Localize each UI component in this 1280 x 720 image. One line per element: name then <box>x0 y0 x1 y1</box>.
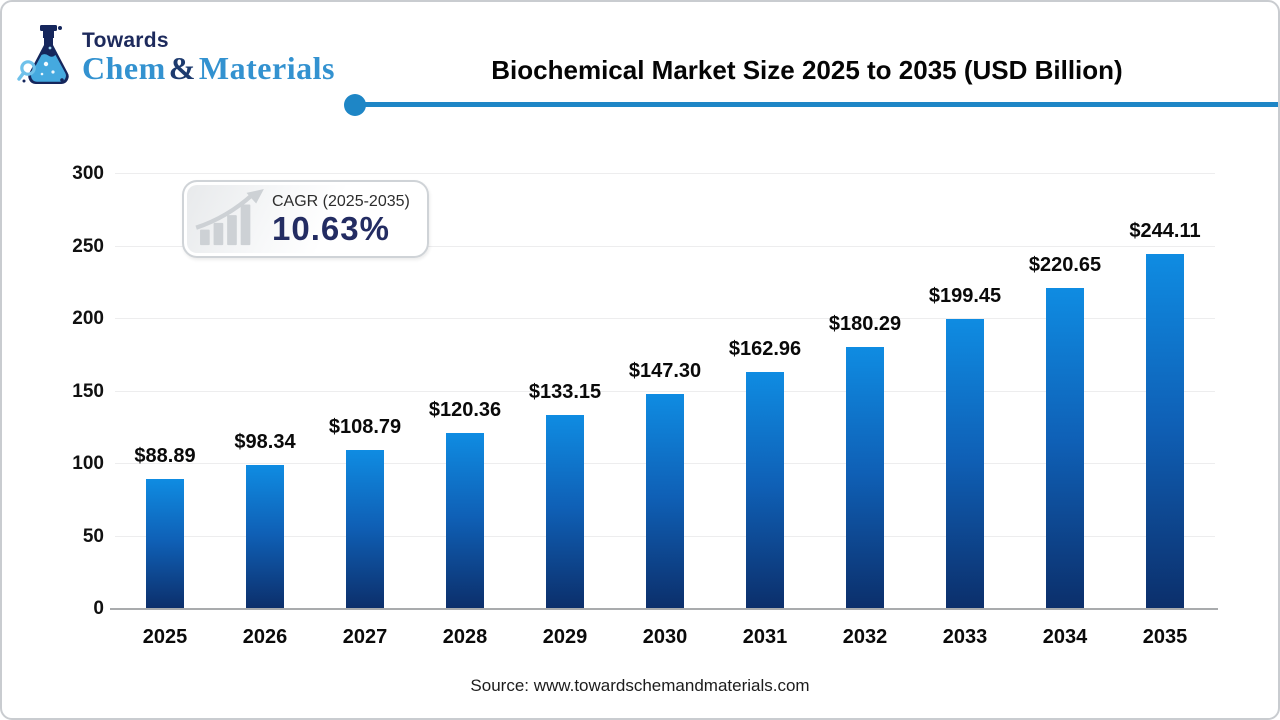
y-axis-tick-label: 50 <box>82 525 104 547</box>
logo-text: Towards Chem&Materials <box>82 29 335 85</box>
bar-value-label: $147.30 <box>628 360 702 382</box>
x-axis-category-label: 2030 <box>642 626 688 648</box>
logo: Towards Chem&Materials <box>16 24 335 90</box>
bar-column: $180.29 2032 <box>815 174 915 648</box>
bar-value-label: $108.79 <box>328 416 402 438</box>
bar <box>846 347 884 608</box>
bar-value-label: $120.36 <box>428 399 502 421</box>
bar-value-label: $180.29 <box>828 313 902 335</box>
cagr-badge: CAGR (2025-2035) 10.63% <box>182 180 429 258</box>
bar <box>546 415 584 608</box>
y-axis-tick-label: 300 <box>72 163 104 184</box>
bar <box>1046 288 1084 608</box>
x-axis-line <box>110 608 1218 610</box>
bar-column: $88.89 2025 <box>115 174 215 648</box>
flask-logo-icon <box>16 24 80 90</box>
bar <box>946 319 984 608</box>
cagr-label: CAGR (2025-2035) <box>272 193 410 210</box>
bar <box>746 372 784 608</box>
x-axis-category-label: 2029 <box>542 626 588 648</box>
bar-value-label: $88.89 <box>134 445 196 467</box>
gridline <box>115 245 1215 247</box>
bar <box>146 479 184 608</box>
logo-brand: Chem&Materials <box>82 52 335 84</box>
logo-ampersand: & <box>168 50 196 86</box>
y-axis-tick-label: 0 <box>93 598 104 619</box>
gridline <box>115 173 1215 174</box>
y-axis-tick-label: 250 <box>72 235 104 257</box>
logo-towards: Towards <box>82 29 169 52</box>
bar-value-label: $162.96 <box>728 338 802 360</box>
cagr-value: 10.63% <box>272 210 390 247</box>
bar-column: $147.30 2030 <box>615 174 715 648</box>
x-axis-category-label: 2031 <box>742 626 788 648</box>
bar <box>246 465 284 608</box>
bar-column: $162.96 2031 <box>715 174 815 648</box>
page-title: Biochemical Market Size 2025 to 2035 (US… <box>491 55 1123 86</box>
logo-materials: Materials <box>198 50 335 86</box>
bar-column: $244.11 2035 <box>1115 174 1215 648</box>
y-axis-tick-label: 200 <box>72 308 104 329</box>
title-divider-line <box>355 102 1278 107</box>
bar <box>446 433 484 608</box>
bar <box>346 450 384 608</box>
gridline <box>115 318 1215 319</box>
x-axis-category-label: 2035 <box>1142 626 1188 648</box>
x-axis-category-label: 2025 <box>142 626 188 648</box>
y-axis-tick-label: 100 <box>72 453 104 474</box>
y-axis-tick-label: 150 <box>72 380 104 402</box>
bar-column: $220.65 2034 <box>1015 174 1115 648</box>
logo-chem: Chem <box>82 50 166 86</box>
x-axis-category-label: 2033 <box>942 626 988 648</box>
growth-chart-icon <box>192 189 270 249</box>
bar-column: $120.36 2028 <box>415 174 515 648</box>
bar-value-label: $244.11 <box>1129 220 1201 242</box>
x-axis-category-label: 2027 <box>342 626 388 648</box>
bar-column: $108.79 2027 <box>315 174 415 648</box>
bar-value-label: $98.34 <box>234 431 296 453</box>
bar-column: $133.15 2029 <box>515 174 615 648</box>
bar <box>646 394 684 608</box>
bar-column: $199.45 2033 <box>915 174 1015 648</box>
bar-value-label: $199.45 <box>928 285 1002 307</box>
x-axis-category-label: 2026 <box>242 626 288 648</box>
gridline <box>115 390 1215 392</box>
x-axis-category-label: 2032 <box>842 626 888 648</box>
bar-column: $98.34 2026 <box>215 174 315 648</box>
y-axis: 0 50 100 150 200 250 300 <box>40 163 104 619</box>
cagr-text: CAGR (2025-2035) 10.63% <box>272 192 410 246</box>
bar-value-label: $220.65 <box>1028 254 1102 276</box>
bar <box>1146 254 1184 608</box>
title-divider-dot <box>344 94 366 116</box>
bar-value-label: $133.15 <box>528 381 602 403</box>
source-text: Source: www.towardschemandmaterials.com <box>470 676 810 695</box>
x-axis-category-label: 2028 <box>442 626 488 648</box>
plot-area: $88.89 2025 $98.34 2026 $108.79 2027 $120.36 20… <box>110 173 1218 648</box>
x-axis-category-label: 2034 <box>1042 626 1088 648</box>
